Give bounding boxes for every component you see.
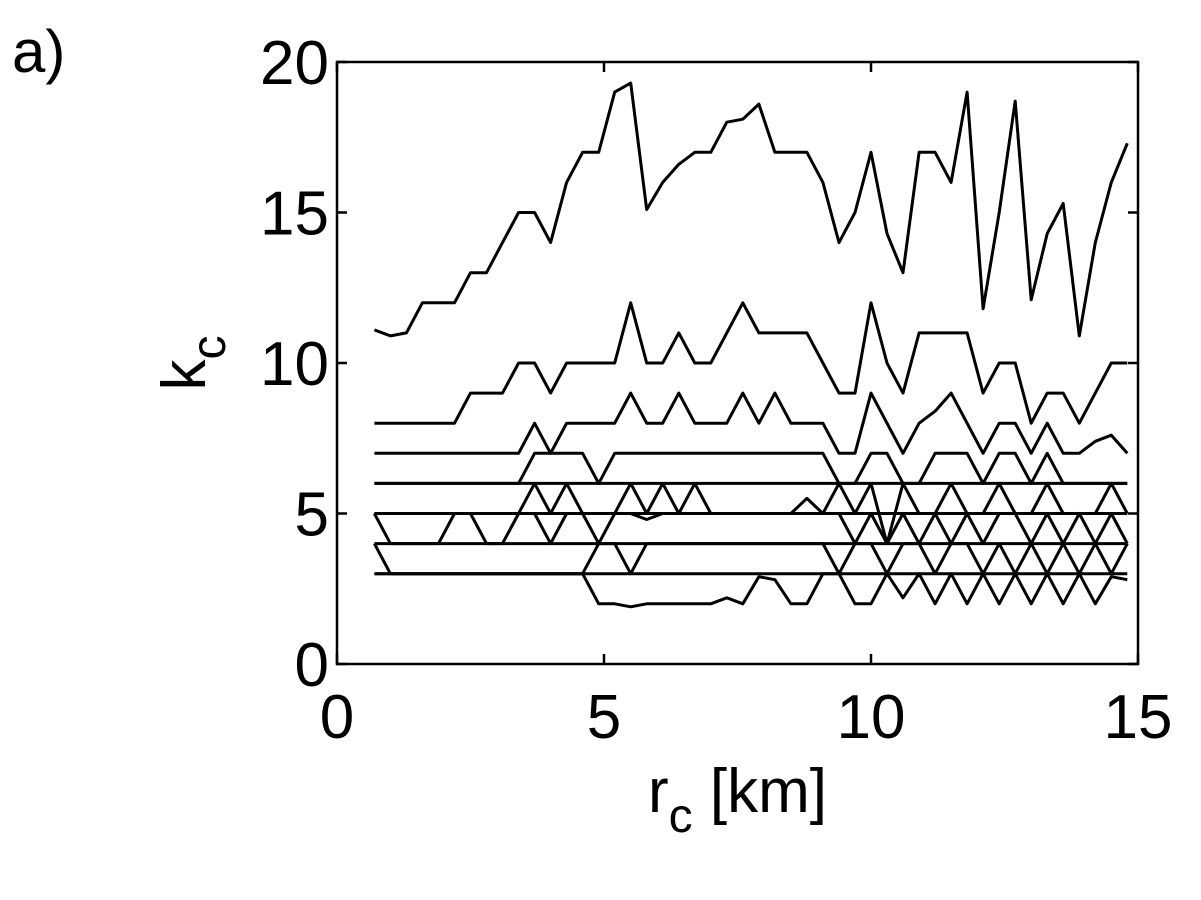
- x-axis-label-unit: [km]: [693, 757, 827, 826]
- series-line-12: [374, 572, 1128, 609]
- x-axis-label-main: r: [648, 757, 669, 826]
- y-tick-label: 10: [260, 330, 329, 399]
- series-line-1: [373, 81, 1129, 338]
- ticks-layer: 0 5 10 15 0 5 10 15 20: [260, 29, 1172, 752]
- series-line-2: [374, 301, 1128, 425]
- y-tick-label: 20: [260, 29, 329, 98]
- x-tick-label: 0: [320, 683, 354, 752]
- y-tick-label: 15: [260, 180, 329, 249]
- x-axis-label: rc [km]: [648, 757, 827, 843]
- y-axis-label-main: k: [150, 359, 219, 391]
- x-tick-label: 15: [1104, 683, 1173, 752]
- y-tick-label: 5: [295, 481, 329, 550]
- x-axis-label-sub: c: [669, 790, 693, 843]
- y-tick-label: 0: [295, 631, 329, 700]
- series-line-8: [373, 512, 1129, 546]
- y-axis-label-sub: c: [183, 336, 236, 360]
- series-line-4: [374, 451, 1128, 485]
- y-axis-label: kc: [150, 336, 236, 391]
- series-line-3: [374, 391, 1129, 455]
- series-line-10: [373, 542, 1129, 576]
- panel-label: a): [12, 18, 66, 85]
- x-tick-label: 5: [587, 683, 621, 752]
- x-tick-label: 10: [837, 683, 906, 752]
- series-layer: [373, 81, 1129, 609]
